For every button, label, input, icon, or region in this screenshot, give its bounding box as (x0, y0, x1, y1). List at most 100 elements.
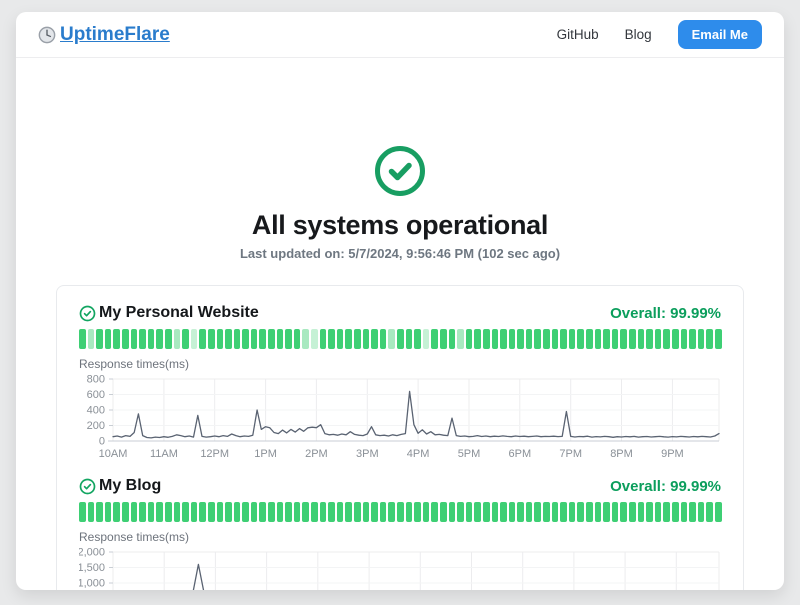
uptime-bar[interactable] (242, 329, 249, 349)
uptime-bar[interactable] (714, 502, 722, 522)
uptime-bar[interactable] (139, 329, 146, 349)
uptime-bar[interactable] (156, 502, 163, 522)
uptime-bar[interactable] (689, 329, 696, 349)
uptime-bar[interactable] (491, 329, 499, 349)
uptime-bar[interactable] (190, 502, 198, 522)
uptime-bar[interactable] (199, 502, 206, 522)
uptime-bar[interactable] (534, 502, 542, 522)
uptime-bar[interactable] (379, 329, 387, 349)
uptime-bar[interactable] (328, 329, 335, 349)
uptime-bar[interactable] (706, 329, 713, 349)
uptime-bar[interactable] (431, 329, 438, 349)
uptime-bar[interactable] (79, 502, 86, 522)
uptime-bar[interactable] (113, 329, 120, 349)
uptime-bar[interactable] (388, 502, 395, 522)
uptime-bar[interactable] (474, 502, 481, 522)
uptime-bar[interactable] (568, 502, 576, 522)
uptime-bar[interactable] (474, 329, 481, 349)
uptime-bar[interactable] (422, 329, 430, 349)
uptime-bar[interactable] (482, 502, 490, 522)
uptime-bar[interactable] (422, 502, 430, 522)
uptime-bar[interactable] (586, 329, 593, 349)
uptime-bar[interactable] (482, 329, 490, 349)
uptime-bar[interactable] (491, 502, 499, 522)
nav-link-github[interactable]: GitHub (556, 27, 599, 42)
uptime-bar[interactable] (319, 502, 327, 522)
uptime-bar[interactable] (311, 329, 318, 349)
uptime-bar[interactable] (207, 502, 215, 522)
uptime-bar[interactable] (121, 502, 129, 522)
email-me-button[interactable]: Email Me (677, 20, 762, 49)
uptime-bar[interactable] (629, 329, 636, 349)
uptime-bar[interactable] (543, 502, 550, 522)
uptime-bar[interactable] (345, 329, 352, 349)
uptime-bar[interactable] (714, 329, 722, 349)
uptime-bar[interactable] (242, 502, 249, 522)
uptime-bar[interactable] (388, 329, 395, 349)
uptime-bar[interactable] (577, 502, 585, 522)
uptime-bar[interactable] (164, 329, 172, 349)
uptime-bar[interactable] (173, 329, 181, 349)
uptime-bar[interactable] (225, 329, 232, 349)
uptime-bar[interactable] (87, 329, 95, 349)
uptime-bar[interactable] (439, 329, 447, 349)
uptime-bar[interactable] (448, 502, 456, 522)
uptime-bar[interactable] (328, 502, 335, 522)
uptime-bar[interactable] (577, 329, 585, 349)
uptime-bar[interactable] (362, 502, 370, 522)
uptimeflare-logo-link[interactable]: UptimeFlare (38, 24, 170, 46)
uptime-bar[interactable] (500, 502, 507, 522)
uptime-bar[interactable] (199, 329, 206, 349)
uptime-bar[interactable] (139, 502, 146, 522)
uptime-bar[interactable] (637, 502, 645, 522)
uptime-bar[interactable] (603, 329, 610, 349)
uptime-bar[interactable] (396, 329, 404, 349)
uptime-bar[interactable] (216, 329, 224, 349)
uptime-bar[interactable] (225, 502, 232, 522)
uptime-bar[interactable] (525, 502, 533, 522)
uptime-bar[interactable] (336, 502, 344, 522)
uptime-bar[interactable] (259, 502, 267, 522)
uptime-bar[interactable] (405, 329, 413, 349)
uptime-bar[interactable] (414, 329, 421, 349)
uptime-bar[interactable] (319, 329, 327, 349)
uptime-bar[interactable] (457, 502, 464, 522)
uptime-bar[interactable] (603, 502, 610, 522)
uptime-bar[interactable] (147, 502, 155, 522)
uptime-bar[interactable] (121, 329, 129, 349)
uptime-bar[interactable] (302, 502, 310, 522)
uptime-bar[interactable] (586, 502, 593, 522)
uptime-bar[interactable] (637, 329, 645, 349)
uptime-bar[interactable] (689, 502, 696, 522)
uptime-bar[interactable] (611, 502, 619, 522)
uptime-bar[interactable] (629, 502, 636, 522)
uptime-bar[interactable] (207, 329, 215, 349)
uptime-bar[interactable] (697, 502, 705, 522)
uptime-bar[interactable] (654, 502, 662, 522)
uptime-bar[interactable] (439, 502, 447, 522)
uptime-bar[interactable] (534, 329, 542, 349)
uptime-bar[interactable] (173, 502, 181, 522)
uptime-bar[interactable] (164, 502, 172, 522)
uptime-bar[interactable] (379, 502, 387, 522)
uptime-bar[interactable] (96, 329, 103, 349)
uptime-bar[interactable] (508, 329, 516, 349)
uptime-bar[interactable] (431, 502, 438, 522)
uptime-bar[interactable] (216, 502, 224, 522)
uptime-bar[interactable] (448, 329, 456, 349)
uptime-bar[interactable] (250, 502, 258, 522)
uptime-bar[interactable] (620, 502, 627, 522)
uptime-bar[interactable] (500, 329, 507, 349)
uptime-bar[interactable] (182, 329, 189, 349)
uptime-bar[interactable] (508, 502, 516, 522)
uptime-bar[interactable] (130, 502, 138, 522)
uptime-bar[interactable] (285, 502, 292, 522)
uptime-bar[interactable] (457, 329, 464, 349)
uptime-bar[interactable] (620, 329, 627, 349)
uptime-bar[interactable] (302, 329, 310, 349)
uptime-bar[interactable] (156, 329, 163, 349)
uptime-bar[interactable] (130, 329, 138, 349)
uptime-bar[interactable] (147, 329, 155, 349)
uptime-bar[interactable] (190, 329, 198, 349)
uptime-bar[interactable] (646, 502, 653, 522)
